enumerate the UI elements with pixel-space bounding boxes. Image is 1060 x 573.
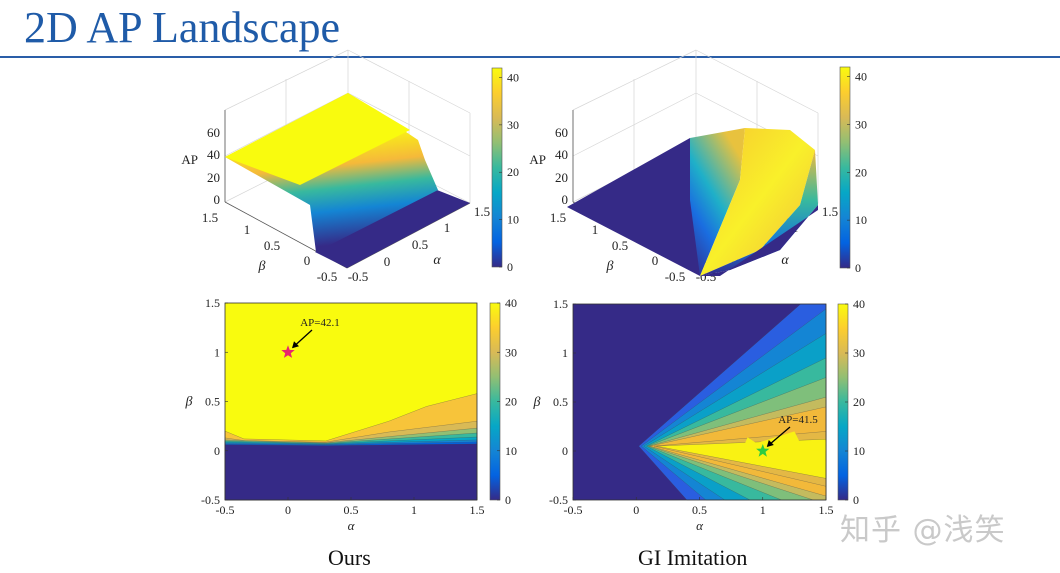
colorbar-tick-label: 30 — [853, 346, 865, 360]
beta-tick-label: 1.5 — [205, 296, 220, 310]
grid-line — [572, 49, 697, 111]
best-ap-annotation: AP=42.1 — [300, 317, 340, 329]
alpha-axis-label: α — [348, 518, 356, 533]
alpha-tick-label: 0.5 — [344, 503, 359, 517]
alpha-tick-label: 1 — [760, 503, 766, 517]
alpha-axis-label: α — [696, 518, 704, 533]
z-tick-label: 20 — [207, 170, 220, 185]
caption-ours: Ours — [328, 545, 371, 570]
z-tick-label: 40 — [207, 147, 220, 162]
alpha-axis-label: α — [433, 253, 441, 268]
alpha-tick-label: 1 — [411, 503, 417, 517]
arrow-head — [766, 440, 774, 447]
colorbar-tick-label: 40 — [505, 296, 517, 310]
beta-tick-label: 1.5 — [202, 210, 218, 225]
beta-axis-label: β — [258, 259, 266, 274]
beta-tick-label: 0 — [304, 253, 311, 268]
colorbar-tick-label: 10 — [853, 444, 865, 458]
surface-rising-ridge — [690, 128, 745, 276]
alpha-tick-label: 1.5 — [822, 204, 838, 219]
z-tick-label: 40 — [555, 147, 568, 162]
surface-floor — [315, 190, 470, 268]
z-axis-label: AP — [529, 152, 546, 167]
colorbar — [491, 67, 503, 268]
z-tick-label: 60 — [207, 125, 220, 140]
z-tick-label: 20 — [555, 170, 568, 185]
contour-peak-bump — [743, 431, 826, 451]
surface-floor — [567, 138, 720, 276]
best-ap-star-marker — [756, 444, 770, 457]
alpha-tick-label: 0.5 — [692, 503, 707, 517]
surface-plateau — [225, 93, 410, 185]
beta-tick-label: 0.5 — [553, 395, 568, 409]
slide-title: 2D AP Landscape — [24, 3, 341, 52]
beta-tick-label: 0 — [652, 253, 659, 268]
beta-axis-label: β — [185, 395, 193, 410]
beta-tick-label: -0.5 — [201, 493, 220, 507]
colorbar-tick-label: 30 — [505, 345, 517, 359]
colorbar-tick-label: 0 — [855, 261, 861, 275]
colorbar-tick-label: 10 — [855, 213, 867, 227]
watermark: 知乎 @浅笑 — [840, 513, 1006, 548]
alpha-tick-label: 0 — [633, 503, 639, 517]
colorbar-tick-label: 40 — [853, 297, 865, 311]
beta-tick-label: 0 — [214, 444, 220, 458]
colorbar-tick-label: 20 — [855, 165, 867, 179]
colorbar-tick-label: 10 — [507, 213, 519, 227]
beta-tick-label: 1 — [244, 222, 251, 237]
colorbar-tick-label: 40 — [855, 70, 867, 84]
best-ap-annotation: AP=41.5 — [778, 414, 818, 426]
colorbar-tick-label: 0 — [853, 493, 859, 507]
alpha-tick-label: -0.5 — [564, 503, 583, 517]
contour-band — [224, 443, 478, 501]
alpha-tick-label: 1.5 — [474, 204, 490, 219]
surface-peak-region — [700, 128, 815, 276]
beta-tick-label: 1 — [214, 345, 220, 359]
beta-tick-label: 0 — [562, 444, 568, 458]
colorbar-tick-label: 0 — [505, 493, 511, 507]
caption-gi-imitation: GI Imitation — [638, 545, 748, 570]
colorbar-tick-label: 30 — [507, 118, 519, 132]
alpha-tick-label: 1.5 — [470, 503, 485, 517]
arrow-head — [292, 341, 299, 349]
beta-tick-label: 1 — [562, 346, 568, 360]
colorbar-tick-label: 20 — [853, 395, 865, 409]
z-tick-label: 0 — [214, 192, 221, 207]
beta-axis-label: β — [606, 259, 614, 274]
best-ap-star-marker — [281, 345, 295, 358]
beta-tick-label: 0.5 — [612, 238, 628, 253]
beta-tick-label: -0.5 — [665, 269, 686, 284]
alpha-tick-label: 0.5 — [412, 237, 428, 252]
title-divider — [0, 56, 1060, 58]
alpha-tick-label: 0 — [285, 503, 291, 517]
alpha-tick-label: -0.5 — [216, 503, 235, 517]
beta-tick-label: -0.5 — [549, 493, 568, 507]
grid-line — [572, 92, 697, 157]
beta-tick-label: 1.5 — [553, 297, 568, 311]
beta-tick-label: 0.5 — [264, 238, 280, 253]
alpha-axis-label: α — [781, 253, 789, 268]
z-tick-label: 0 — [562, 192, 569, 207]
alpha-tick-label: 1 — [444, 220, 451, 235]
colorbar-tick-label: 10 — [505, 444, 517, 458]
colorbar-tick-label: 0 — [507, 260, 513, 274]
beta-tick-label: -0.5 — [317, 269, 338, 284]
colorbar-tick-label: 20 — [507, 165, 519, 179]
alpha-tick-label: 0 — [384, 254, 391, 269]
beta-tick-label: 0.5 — [205, 395, 220, 409]
grid-line — [224, 49, 349, 111]
alpha-tick-label: -0.5 — [348, 269, 369, 284]
colorbar-tick-label: 40 — [507, 70, 519, 84]
z-axis-label: AP — [181, 152, 198, 167]
z-tick-label: 60 — [555, 125, 568, 140]
colorbar-tick-label: 20 — [505, 395, 517, 409]
alpha-tick-label: 1.5 — [819, 503, 834, 517]
beta-axis-label: β — [533, 395, 541, 410]
colorbar — [839, 66, 851, 269]
beta-tick-label: 1.5 — [550, 210, 566, 225]
beta-tick-label: 1 — [592, 222, 599, 237]
colorbar-tick-label: 30 — [855, 117, 867, 131]
grid-line — [224, 92, 349, 157]
